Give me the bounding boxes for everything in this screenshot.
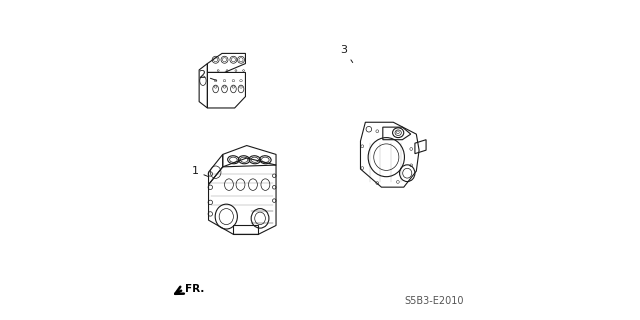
Text: 3: 3 xyxy=(340,45,353,62)
Text: S5B3-E2010: S5B3-E2010 xyxy=(404,296,464,306)
Text: 1: 1 xyxy=(191,166,208,176)
Text: 2: 2 xyxy=(198,70,216,80)
Text: FR.: FR. xyxy=(185,284,205,294)
